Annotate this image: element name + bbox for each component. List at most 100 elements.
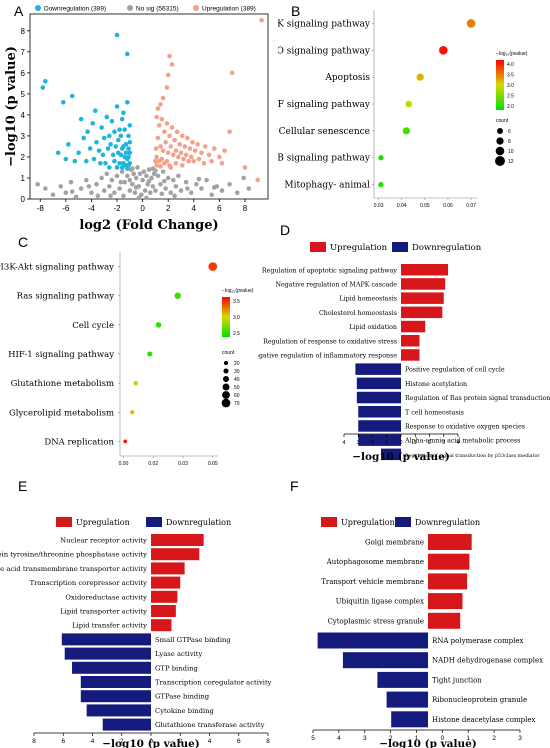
size-legend-label: 60 bbox=[234, 393, 240, 399]
data-dot bbox=[130, 410, 135, 415]
data-point-up bbox=[155, 106, 161, 111]
data-point-nosig bbox=[168, 190, 174, 195]
data-dot bbox=[378, 155, 384, 161]
data-point-up bbox=[178, 150, 184, 156]
x-tick-label: -4 bbox=[88, 204, 96, 213]
data-point-nosig bbox=[94, 181, 99, 187]
x-tick-label: 2 bbox=[492, 735, 496, 742]
data-point-down bbox=[122, 127, 127, 132]
data-dot bbox=[439, 45, 448, 55]
data-point-down bbox=[108, 142, 113, 147]
category-label: Glutathione metabolism bbox=[11, 379, 114, 389]
x-tick-label: 8 bbox=[32, 738, 36, 745]
data-point-nosig bbox=[144, 195, 149, 201]
x-tick-label: 4 bbox=[192, 204, 197, 213]
data-point-nosig bbox=[146, 167, 152, 172]
data-point-up bbox=[168, 165, 174, 170]
bar-up bbox=[151, 534, 204, 546]
data-point-nosig bbox=[140, 177, 145, 183]
data-point-up bbox=[217, 154, 222, 160]
data-point-nosig bbox=[234, 190, 240, 195]
x-tick-label: 3 bbox=[518, 735, 522, 742]
data-point-up bbox=[155, 135, 161, 141]
data-point-down bbox=[96, 148, 102, 153]
data-point-down bbox=[63, 156, 69, 162]
x-axis-label: −log10 (p value) bbox=[102, 738, 200, 748]
data-point-nosig bbox=[173, 184, 179, 189]
size-legend-dot bbox=[223, 360, 229, 366]
data-point-nosig bbox=[163, 186, 168, 191]
data-point-nosig bbox=[209, 192, 214, 198]
data-point-nosig bbox=[196, 176, 202, 182]
bar-up bbox=[151, 562, 185, 575]
data-point-up bbox=[169, 125, 175, 130]
data-point-down bbox=[119, 165, 125, 170]
category-label: Mitophagy- animal bbox=[284, 181, 370, 191]
data-point-down bbox=[117, 160, 122, 166]
bar-category-label: Regulation of signal transduction by p53… bbox=[405, 453, 540, 459]
data-point-up bbox=[159, 116, 165, 122]
data-point-down bbox=[104, 114, 110, 120]
bar-up bbox=[401, 292, 444, 304]
legend-marker-down bbox=[35, 5, 41, 11]
y-tick-label: 1 bbox=[21, 174, 26, 183]
data-point-down bbox=[127, 139, 133, 145]
size-legend-label: 20 bbox=[234, 361, 240, 367]
data-dot bbox=[378, 181, 384, 188]
bar-down bbox=[64, 647, 151, 660]
bar-category-label: Response to oxidative oxygen species bbox=[405, 423, 525, 430]
bar-up bbox=[151, 619, 172, 632]
bar-category-label: Regulation of apoptotic signaling pathwa… bbox=[262, 267, 398, 274]
bar-chart-f: Upregulation Downregulation Golgi membrane… bbox=[311, 517, 543, 748]
data-point-down bbox=[98, 160, 103, 166]
x-tick-label: 0.00 bbox=[119, 461, 129, 467]
data-point-up bbox=[163, 139, 168, 145]
data-point-down bbox=[94, 139, 99, 145]
x-tick-label: 0.06 bbox=[443, 203, 453, 209]
data-point-nosig bbox=[155, 173, 161, 179]
data-dot bbox=[405, 100, 412, 108]
x-tick-label: 3 bbox=[363, 735, 367, 742]
data-point-nosig bbox=[150, 184, 156, 189]
category-label: FoxO signaling pathway bbox=[278, 46, 371, 56]
data-point-nosig bbox=[176, 173, 181, 179]
data-point-nosig bbox=[127, 188, 133, 193]
data-point-down bbox=[127, 123, 133, 128]
colorbar-title: −log₁₀(pvalue) bbox=[222, 288, 254, 294]
data-point-nosig bbox=[109, 177, 115, 183]
data-point-nosig bbox=[50, 192, 56, 198]
data-point-up bbox=[222, 148, 227, 153]
data-point-up bbox=[153, 146, 159, 151]
x-tick-label: 0.02 bbox=[148, 461, 158, 467]
x-tick-label: 0 bbox=[149, 738, 153, 745]
data-point-nosig bbox=[35, 181, 40, 187]
data-point-up bbox=[171, 152, 176, 158]
bar-down bbox=[80, 690, 151, 703]
data-point-down bbox=[117, 127, 122, 132]
y-tick-label: 2 bbox=[21, 153, 26, 162]
data-point-down bbox=[112, 129, 117, 135]
data-point-up bbox=[176, 154, 181, 160]
x-tick-label: 6 bbox=[237, 738, 241, 745]
data-point-nosig bbox=[107, 184, 112, 189]
colorbar-title: −log₁₀(pvalue) bbox=[496, 51, 528, 57]
bar-category-label: GTPase binding bbox=[155, 693, 210, 701]
bar-chart-d: Upregulation Downregulation Regulation of … bbox=[258, 242, 550, 463]
data-point-down bbox=[90, 121, 95, 126]
bar-up bbox=[401, 335, 420, 347]
data-point-up bbox=[203, 144, 208, 149]
data-point-up bbox=[177, 142, 183, 147]
data-point-up bbox=[154, 163, 159, 168]
size-legend-label: 30 bbox=[234, 369, 240, 375]
data-dot bbox=[123, 439, 128, 444]
category-label: Apoptosis bbox=[324, 73, 370, 83]
data-point-nosig bbox=[136, 195, 142, 201]
legend-label-up: Upregulation bbox=[330, 243, 388, 253]
bar-category-label: Small GTPase binding bbox=[155, 636, 231, 644]
y-tick-label: 3 bbox=[21, 132, 26, 141]
data-point-up bbox=[165, 150, 171, 156]
dot-plot-c: 0.00 0.02 0.03 0.05 PI3K-Akt signaling pathw… bbox=[0, 252, 254, 467]
data-point-nosig bbox=[127, 177, 133, 183]
x-tick-label: 2 bbox=[428, 440, 431, 446]
bar-up bbox=[151, 605, 176, 617]
